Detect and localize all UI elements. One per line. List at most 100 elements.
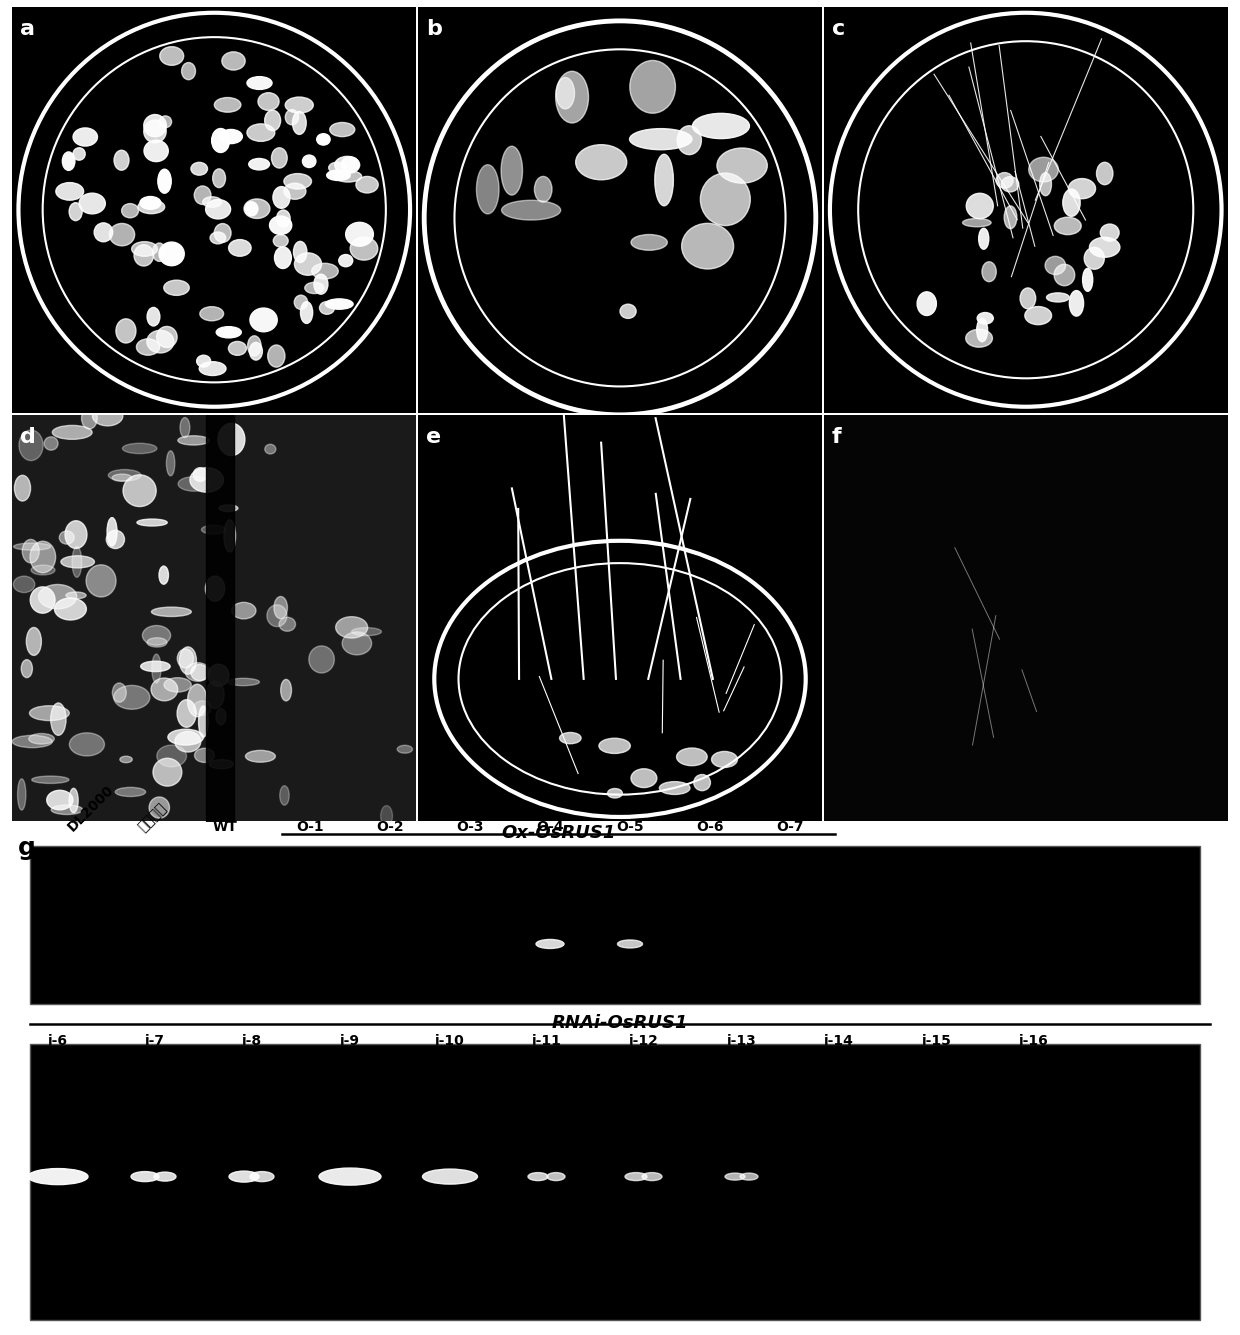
Text: i-10: i-10	[435, 1035, 465, 1048]
Ellipse shape	[29, 733, 55, 744]
Ellipse shape	[224, 519, 236, 551]
Ellipse shape	[14, 543, 51, 550]
Ellipse shape	[319, 1168, 381, 1185]
Ellipse shape	[153, 758, 182, 786]
Text: f: f	[832, 427, 842, 447]
Ellipse shape	[201, 525, 226, 534]
Ellipse shape	[279, 617, 295, 631]
Ellipse shape	[140, 196, 161, 210]
Ellipse shape	[191, 665, 208, 681]
Text: i-8: i-8	[242, 1035, 262, 1048]
Ellipse shape	[246, 202, 258, 216]
Ellipse shape	[131, 1172, 159, 1181]
Ellipse shape	[269, 216, 291, 235]
Ellipse shape	[73, 148, 86, 160]
Ellipse shape	[151, 654, 161, 684]
Ellipse shape	[175, 732, 201, 752]
Ellipse shape	[630, 128, 692, 150]
Ellipse shape	[154, 1172, 176, 1181]
Ellipse shape	[108, 470, 141, 481]
Ellipse shape	[115, 319, 136, 343]
Ellipse shape	[1054, 218, 1081, 235]
Ellipse shape	[26, 627, 41, 655]
Ellipse shape	[265, 445, 275, 454]
Ellipse shape	[305, 282, 324, 294]
Ellipse shape	[476, 164, 498, 214]
Ellipse shape	[206, 681, 224, 709]
Ellipse shape	[160, 47, 184, 65]
Ellipse shape	[55, 598, 87, 619]
Ellipse shape	[1021, 288, 1035, 308]
Ellipse shape	[148, 307, 160, 326]
Ellipse shape	[177, 649, 193, 668]
Ellipse shape	[285, 97, 314, 113]
Ellipse shape	[625, 1172, 647, 1180]
Ellipse shape	[120, 756, 133, 762]
Ellipse shape	[284, 183, 306, 199]
Ellipse shape	[1004, 206, 1017, 228]
Ellipse shape	[229, 1171, 259, 1181]
Ellipse shape	[69, 788, 78, 813]
Ellipse shape	[1047, 292, 1069, 302]
Ellipse shape	[190, 467, 223, 493]
Ellipse shape	[350, 238, 378, 260]
Text: i-9: i-9	[340, 1035, 360, 1048]
Ellipse shape	[22, 539, 40, 563]
Ellipse shape	[30, 706, 69, 721]
Ellipse shape	[977, 312, 993, 324]
Ellipse shape	[285, 109, 299, 125]
Ellipse shape	[193, 467, 207, 482]
Ellipse shape	[186, 662, 210, 681]
Ellipse shape	[682, 223, 734, 268]
Ellipse shape	[140, 661, 170, 672]
Ellipse shape	[159, 116, 171, 128]
Ellipse shape	[79, 194, 105, 214]
Ellipse shape	[156, 745, 186, 766]
Ellipse shape	[326, 170, 350, 180]
Text: c: c	[832, 19, 846, 39]
Text: O-7: O-7	[776, 820, 804, 834]
Ellipse shape	[693, 774, 711, 790]
Ellipse shape	[1096, 163, 1114, 184]
Ellipse shape	[620, 304, 636, 319]
Ellipse shape	[248, 336, 262, 356]
Ellipse shape	[114, 685, 150, 709]
Ellipse shape	[146, 330, 174, 352]
Text: O-6: O-6	[696, 820, 724, 834]
Ellipse shape	[717, 148, 768, 183]
Ellipse shape	[918, 292, 936, 315]
Text: i-13: i-13	[727, 1035, 756, 1048]
Ellipse shape	[148, 638, 167, 647]
Text: a: a	[21, 19, 36, 39]
Ellipse shape	[631, 769, 657, 788]
Ellipse shape	[38, 585, 77, 609]
Ellipse shape	[218, 423, 244, 455]
Ellipse shape	[122, 204, 139, 218]
Ellipse shape	[249, 159, 269, 170]
Ellipse shape	[159, 566, 169, 585]
Ellipse shape	[193, 701, 211, 716]
Ellipse shape	[52, 426, 92, 439]
Ellipse shape	[268, 344, 285, 367]
Ellipse shape	[1084, 247, 1105, 270]
Ellipse shape	[335, 171, 362, 182]
Ellipse shape	[206, 577, 224, 601]
Ellipse shape	[179, 477, 211, 491]
Ellipse shape	[381, 805, 393, 826]
Ellipse shape	[250, 308, 278, 332]
Ellipse shape	[69, 733, 104, 756]
Ellipse shape	[82, 407, 97, 429]
Ellipse shape	[180, 647, 196, 674]
Ellipse shape	[72, 546, 82, 577]
Ellipse shape	[284, 174, 311, 190]
Text: i-6: i-6	[48, 1035, 68, 1048]
Ellipse shape	[1090, 238, 1120, 258]
Ellipse shape	[109, 223, 135, 246]
Ellipse shape	[618, 940, 642, 948]
Ellipse shape	[575, 144, 626, 180]
Ellipse shape	[244, 199, 270, 219]
Ellipse shape	[73, 128, 98, 146]
Text: O-4: O-4	[536, 820, 564, 834]
Ellipse shape	[630, 60, 676, 113]
Ellipse shape	[1083, 268, 1092, 291]
